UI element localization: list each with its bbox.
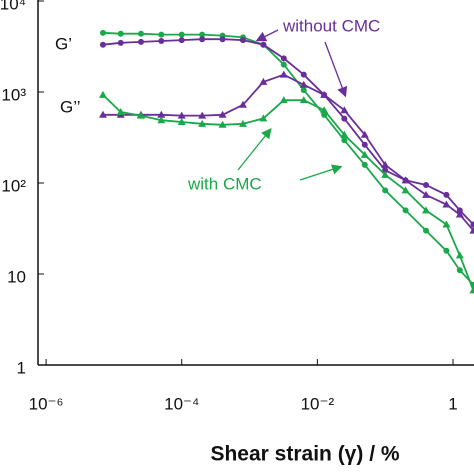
annotation: with CMC	[187, 174, 262, 193]
marker	[299, 96, 308, 104]
marker	[470, 221, 474, 228]
marker	[340, 106, 349, 114]
y-tick-label: 10³	[1, 85, 26, 104]
marker	[177, 118, 186, 126]
y-tick-label: 10²	[1, 176, 26, 195]
marker	[300, 87, 307, 94]
marker	[361, 161, 368, 168]
marker	[218, 110, 227, 118]
marker	[382, 187, 389, 194]
marker	[279, 70, 288, 78]
arrow	[324, 41, 348, 98]
marker	[198, 119, 207, 127]
marker	[99, 41, 106, 48]
marker	[238, 119, 247, 127]
marker	[423, 182, 430, 189]
marker	[279, 96, 288, 104]
marker	[402, 207, 409, 214]
marker	[280, 61, 287, 68]
x-tick-label: 1	[448, 394, 457, 413]
series-line	[102, 38, 474, 226]
marker	[442, 220, 451, 228]
series-line	[102, 31, 474, 286]
marker	[300, 71, 307, 78]
marker	[137, 111, 146, 119]
arrow	[237, 127, 272, 171]
marker	[178, 31, 185, 38]
marker	[158, 38, 165, 45]
marker	[382, 167, 389, 174]
marker	[238, 100, 247, 108]
marker	[280, 55, 287, 62]
marker	[218, 120, 227, 128]
y-tick-label: 10	[7, 267, 26, 286]
marker	[422, 190, 431, 198]
marker	[259, 114, 268, 122]
y-tick-label: 10⁴	[0, 0, 26, 13]
marker	[157, 110, 166, 118]
marker	[401, 176, 410, 184]
marker	[443, 191, 450, 198]
marker	[469, 226, 474, 234]
marker	[199, 36, 206, 43]
annotation: G’’	[60, 97, 80, 116]
marker	[442, 200, 451, 208]
marker	[158, 31, 165, 38]
marker	[341, 137, 348, 144]
marker	[423, 227, 430, 234]
marker	[117, 30, 124, 37]
marker	[138, 38, 145, 45]
y-tick-label: 1	[17, 358, 26, 377]
marker	[98, 110, 107, 118]
marker	[360, 150, 369, 158]
marker	[340, 130, 349, 138]
marker	[178, 37, 185, 44]
marker	[116, 107, 125, 115]
marker	[361, 141, 368, 148]
marker	[138, 30, 145, 37]
marker	[299, 80, 308, 88]
marker	[456, 267, 463, 274]
x-tick-label: 10⁻²	[301, 394, 335, 413]
marker	[401, 186, 410, 194]
marker	[260, 41, 267, 48]
marker	[99, 29, 106, 36]
marker	[320, 106, 329, 114]
marker	[199, 31, 206, 38]
marker	[219, 36, 226, 43]
marker	[198, 111, 207, 119]
series-line	[103, 73, 474, 232]
marker	[341, 115, 348, 122]
marker	[456, 207, 463, 214]
marker	[320, 90, 329, 98]
series-line	[102, 94, 474, 291]
marker	[360, 130, 369, 138]
marker	[381, 160, 390, 168]
marker	[455, 210, 464, 218]
marker	[469, 286, 474, 294]
marker	[422, 206, 431, 214]
arrow	[299, 164, 343, 181]
marker	[239, 37, 246, 44]
marker	[98, 90, 107, 98]
marker	[259, 77, 268, 85]
x-tick-label: 10⁻⁶	[29, 394, 64, 413]
x-tick-label: 10⁻⁴	[164, 394, 199, 413]
marker	[117, 39, 124, 46]
marker	[443, 247, 450, 254]
annotation: without CMC	[282, 16, 380, 35]
marker	[157, 116, 166, 124]
marker	[381, 170, 390, 178]
annotation: G’	[55, 34, 72, 53]
arrow	[255, 29, 279, 42]
marker	[177, 111, 186, 119]
x-axis-label: Shear strain (γ) / %	[210, 443, 399, 466]
marker	[455, 251, 464, 259]
